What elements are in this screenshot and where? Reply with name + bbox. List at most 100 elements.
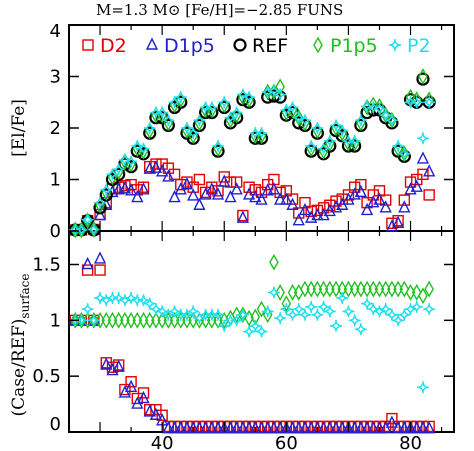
point-p1p5-0 <box>275 78 285 96</box>
point-p1p5-1 <box>287 284 298 301</box>
point-d1p5-0 <box>354 184 367 198</box>
legend-marker-ref <box>233 38 247 52</box>
bottom-panel-marks <box>69 251 436 434</box>
point-p2-0 <box>305 139 318 153</box>
point-p2-0 <box>373 102 386 115</box>
point-d1p5-0 <box>373 192 386 205</box>
point-d1p5-0 <box>124 183 138 196</box>
point-d2-1 <box>94 264 106 276</box>
point-p2-0 <box>156 106 169 119</box>
point-d2-0 <box>286 193 299 205</box>
point-d1p5-1 <box>305 421 318 434</box>
point-d1p5-1 <box>199 421 212 434</box>
point-p1p5-1 <box>362 280 372 298</box>
point-p2-1 <box>112 291 125 305</box>
y-tick-label: 0.5 <box>32 366 61 387</box>
point-p1p5-1 <box>76 311 87 329</box>
point-d1p5-0 <box>379 200 392 213</box>
point-d1p5-0 <box>131 189 144 203</box>
point-d2-0 <box>237 209 249 222</box>
point-d2-0 <box>398 194 411 206</box>
point-p2-0 <box>162 114 175 127</box>
point-d1p5-0 <box>273 192 287 205</box>
legend-marker-p1p5 <box>313 36 323 54</box>
point-p2-1 <box>348 314 361 327</box>
bottom-y-axis-label-main: (Case/REF) <box>9 319 29 417</box>
point-p2-0 <box>317 142 330 155</box>
point-p1p5-1 <box>175 311 186 329</box>
point-d1p5-0 <box>280 192 293 205</box>
point-d1p5-0 <box>218 174 231 187</box>
point-p2-1 <box>336 291 349 305</box>
point-d2-0 <box>274 186 286 199</box>
point-p1p5-1 <box>138 311 149 329</box>
point-d1p5-1 <box>385 415 399 428</box>
point-p1p5-1 <box>250 308 261 326</box>
point-d1p5-1 <box>112 359 125 372</box>
point-p2-0 <box>255 127 268 140</box>
point-d1p5-0 <box>149 160 163 173</box>
legend-label-p2: P2 <box>407 35 431 57</box>
point-p2-1 <box>423 303 436 316</box>
point-d1p5-0 <box>162 169 175 182</box>
point-p1p5-1 <box>70 311 81 329</box>
point-p1p5-1 <box>101 311 112 329</box>
point-p1p5-1 <box>269 253 279 271</box>
point-p1p5-0 <box>70 221 81 239</box>
point-d1p5-0 <box>398 200 411 213</box>
point-p2-0 <box>137 142 150 155</box>
point-d1p5-0 <box>118 181 132 194</box>
point-d1p5-1 <box>273 421 287 434</box>
point-p2-1 <box>392 314 405 327</box>
point-p1p5-1 <box>182 311 192 329</box>
point-d1p5-1 <box>205 421 218 434</box>
point-p1p5-1 <box>144 311 155 329</box>
point-d1p5-1 <box>124 379 138 393</box>
point-d1p5-1 <box>81 256 94 270</box>
bottom-y-axis-label-subscript: surface <box>18 274 32 319</box>
point-p1p5-1 <box>300 280 310 298</box>
point-p2-0 <box>379 109 392 122</box>
x-tick-label: 40 <box>151 433 174 451</box>
point-p2-0 <box>168 96 181 109</box>
point-p2-1 <box>187 305 200 318</box>
point-p1p5-1 <box>89 311 99 329</box>
point-d2-0 <box>187 181 199 193</box>
point-p2-1 <box>410 300 423 313</box>
point-p2-0 <box>267 84 280 97</box>
point-p2-0 <box>280 103 293 117</box>
point-p2-1 <box>162 308 175 321</box>
point-d1p5-1 <box>410 421 423 434</box>
point-p1p5-1 <box>418 287 428 305</box>
point-d1p5-0 <box>156 164 169 177</box>
point-p2-1 <box>323 305 336 318</box>
point-p1p5-1 <box>374 280 385 298</box>
point-p2-1 <box>118 294 131 307</box>
point-p2-0 <box>361 100 374 113</box>
point-d1p5-1 <box>193 421 206 434</box>
legend-label-d1p5: D1p5 <box>164 35 215 57</box>
point-p1p5-1 <box>82 311 93 329</box>
point-d2-0 <box>243 181 255 193</box>
point-p2-0 <box>174 91 187 104</box>
point-d1p5-1 <box>342 421 355 434</box>
point-p1p5-1 <box>107 311 118 329</box>
point-d2-0 <box>299 196 311 209</box>
point-d1p5-0 <box>224 189 237 203</box>
point-p2-0 <box>392 139 405 153</box>
point-p2-1 <box>298 308 312 321</box>
point-d2-0 <box>144 160 156 173</box>
point-d1p5-1 <box>100 357 113 370</box>
point-d2-0 <box>150 158 162 170</box>
point-p1p5-1 <box>337 280 348 298</box>
point-p2-0 <box>323 134 336 147</box>
point-d1p5-1 <box>292 421 305 434</box>
point-p2-0 <box>329 119 343 132</box>
legend-label-p1p5: P1p5 <box>330 35 378 57</box>
point-d1p5-0 <box>292 213 305 226</box>
point-p2-0 <box>274 88 287 101</box>
point-p1p5-0 <box>293 109 304 127</box>
point-d1p5-1 <box>280 421 293 434</box>
point-d1p5-0 <box>317 207 330 221</box>
point-p1p5-1 <box>132 311 143 329</box>
